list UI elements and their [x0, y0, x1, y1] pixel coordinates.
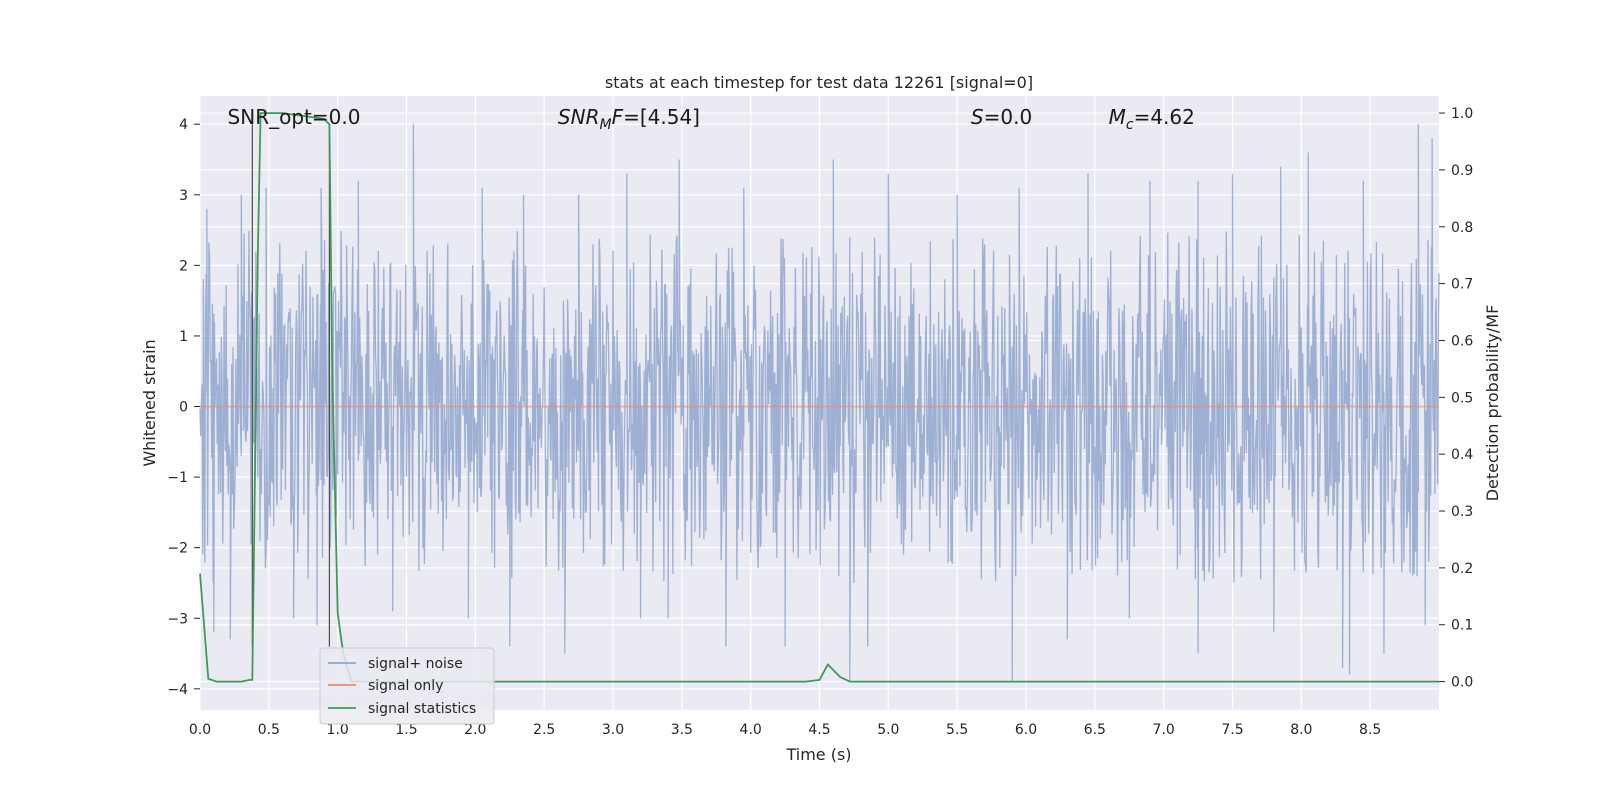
y-right-tick-label: 0.6	[1451, 333, 1473, 349]
y-tick-label: 2	[179, 258, 188, 274]
legend-box	[319, 647, 495, 725]
y-right-tick-label: 0.5	[1451, 390, 1473, 406]
x-tick-label: 6.5	[1084, 722, 1106, 738]
y-tick-label: −2	[167, 541, 188, 557]
y-tick-label: 0	[179, 400, 188, 416]
annotations: SNR_opt=0.0 SNRMF=[4.54] S=0.0 Mc=4.62	[228, 105, 1195, 133]
x-tick-label: 4.0	[740, 722, 762, 738]
y-right-tick-label: 0.1	[1451, 618, 1473, 634]
y-axis-ticks: −4 −3 −2 −1 0 1 2 3 4	[167, 117, 200, 698]
y-tick-label: −4	[167, 682, 188, 698]
y-axis-right-label: Detection probability/MF	[1483, 305, 1502, 502]
x-tick-label: 8.0	[1290, 722, 1312, 738]
x-tick-label: 7.0	[1153, 722, 1175, 738]
legend: signal+ noise signal only signal statist…	[319, 647, 495, 725]
y-right-tick-label: 1.0	[1451, 106, 1473, 122]
annotation-s: S=0.0	[971, 105, 1032, 129]
x-tick-label: 3.5	[671, 722, 693, 738]
y-right-tick-label: 0.0	[1451, 675, 1473, 691]
y-axis-label: Whitened strain	[140, 339, 159, 466]
chart-title: stats at each timestep for test data 122…	[605, 73, 1033, 92]
x-tick-label: 7.5	[1221, 722, 1243, 738]
y-tick-label: 4	[179, 117, 188, 133]
x-axis-label: Time (s)	[785, 745, 851, 764]
y-right-tick-label: 0.3	[1451, 504, 1473, 520]
y-tick-label: 3	[179, 188, 188, 204]
y-tick-label: −3	[167, 611, 188, 627]
annotation-snr_opt: SNR_opt=0.0	[228, 105, 361, 129]
legend-label-signal-noise: signal+ noise	[368, 656, 463, 672]
x-tick-label: 1.0	[327, 722, 349, 738]
y-tick-label: 1	[179, 329, 188, 345]
vertical-markers	[251, 124, 331, 647]
x-tick-label: 1.5	[395, 722, 417, 738]
x-tick-label: 6.0	[1015, 722, 1037, 738]
legend-label-signal-statistics: signal statistics	[368, 701, 476, 717]
x-tick-label: 5.0	[877, 722, 899, 738]
x-tick-label: 2.0	[464, 722, 486, 738]
x-tick-label: 0.5	[258, 722, 280, 738]
legend-label-signal-only: signal only	[368, 678, 443, 694]
annotation-snr_mf: SNRMF=[4.54]	[558, 105, 700, 133]
x-tick-label: 5.5	[946, 722, 968, 738]
series-signal-statistics	[199, 112, 1439, 683]
x-tick-label: 3.0	[602, 722, 624, 738]
y-right-tick-label: 0.7	[1451, 277, 1473, 293]
y-tick-label: −1	[167, 470, 188, 486]
x-tick-label: 2.5	[533, 722, 555, 738]
x-tick-label: 4.5	[808, 722, 830, 738]
y-right-tick-label: 0.2	[1451, 561, 1473, 577]
series-signal-noise	[199, 124, 1440, 682]
y-right-tick-label: 0.8	[1451, 220, 1473, 236]
y-right-tick-label: 0.9	[1451, 163, 1473, 179]
y-axis-right-ticks: 0.0 0.1 0.2 0.3 0.4 0.5 0.6 0.7 0.8 0.9 1.0	[1439, 106, 1473, 691]
annotation-mc: Mc=4.62	[1109, 105, 1195, 133]
x-tick-label: 0.0	[189, 722, 211, 738]
x-axis-ticks: 0.0 0.5 1.0 1.5 2.0 2.5 3.0 3.5 4.0 4.5 5.0 5.5 6.0 6…	[189, 722, 1381, 738]
y-right-tick-label: 0.4	[1451, 447, 1473, 463]
signal-noise-trace	[199, 124, 1440, 682]
x-tick-label: 8.5	[1359, 722, 1381, 738]
